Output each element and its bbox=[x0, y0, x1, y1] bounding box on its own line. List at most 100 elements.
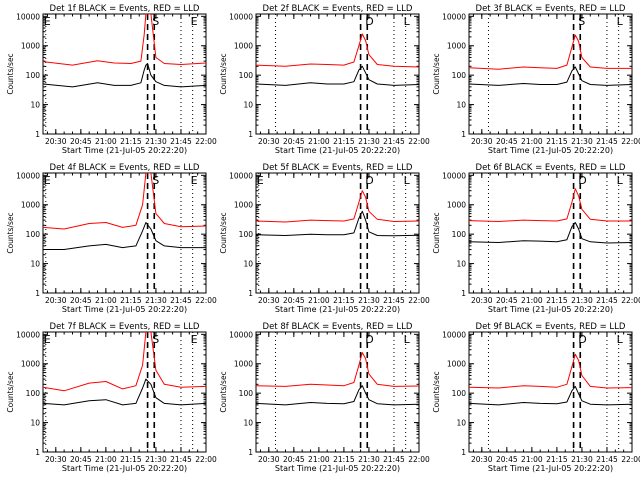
x-tick-label: 21:45 bbox=[170, 137, 192, 146]
x-tick-label: 21:15 bbox=[546, 296, 568, 305]
lld-series-line bbox=[43, 332, 206, 392]
y-tick-label: 10000 bbox=[229, 171, 253, 180]
x-tick-label: 20:30 bbox=[471, 455, 493, 464]
x-tick-label: 20:45 bbox=[283, 455, 305, 464]
marker-label: S bbox=[152, 174, 159, 187]
x-tick-label: 21:00 bbox=[521, 137, 543, 146]
y-tick-label: 1000 bbox=[21, 360, 40, 369]
x-axis-label: Start Time (21-Jul-05 20:22:20) bbox=[62, 146, 187, 155]
detector-panel-4: Det 4f BLACK = Events, RED = LLD Counts/s… bbox=[6, 163, 217, 314]
plot-frame bbox=[255, 172, 420, 294]
x-tick-label: 22:00 bbox=[408, 137, 430, 146]
x-tick-label: 21:30 bbox=[145, 296, 167, 305]
detector-panel-1: Det 1f BLACK = Events, RED = LLD Counts/s… bbox=[6, 4, 217, 155]
marker-label: E bbox=[257, 174, 264, 187]
events-series-line bbox=[469, 385, 632, 406]
y-tick-label: 1 bbox=[248, 448, 253, 457]
y-tick-label: 1000 bbox=[447, 360, 466, 369]
y-axis-label: Counts/sec bbox=[6, 212, 15, 253]
x-tick-label: 21:00 bbox=[95, 455, 117, 464]
x-axis-label: Start Time (21-Jul-05 20:22:20) bbox=[275, 146, 400, 155]
x-tick-label: 21:00 bbox=[521, 296, 543, 305]
detector-panel-9: Det 9f BLACK = Events, RED = LLD Counts/s… bbox=[432, 322, 640, 473]
x-tick-label: 20:45 bbox=[283, 296, 305, 305]
x-tick-label: 21:45 bbox=[596, 296, 618, 305]
x-tick-label: 21:30 bbox=[145, 137, 167, 146]
marker-label: D bbox=[578, 174, 586, 187]
y-axis-label: Counts/sec bbox=[219, 371, 228, 412]
x-tick-label: 21:30 bbox=[145, 455, 167, 464]
y-tick-label: 100 bbox=[239, 71, 254, 80]
y-tick-label: 1 bbox=[248, 289, 253, 298]
detector-panel-2: Det 2f BLACK = Events, RED = LLD Counts/s… bbox=[219, 4, 430, 155]
x-tick-label: 21:15 bbox=[546, 455, 568, 464]
x-tick-label: 21:30 bbox=[571, 455, 593, 464]
y-tick-label: 10 bbox=[456, 419, 466, 428]
events-series-line bbox=[43, 63, 206, 88]
marker-label: L bbox=[404, 333, 411, 346]
x-axis-label: Start Time (21-Jul-05 20:22:20) bbox=[488, 146, 613, 155]
y-tick-label: 100 bbox=[452, 71, 467, 80]
x-tick-label: 21:45 bbox=[170, 296, 192, 305]
x-tick-label: 20:45 bbox=[70, 137, 92, 146]
x-tick-label: 21:00 bbox=[95, 137, 117, 146]
y-tick-label: 100 bbox=[452, 389, 467, 398]
x-tick-label: 21:00 bbox=[308, 455, 330, 464]
plot-title: Det 3f BLACK = Events, RED = LLD bbox=[476, 4, 626, 14]
x-tick-label: 21:30 bbox=[358, 455, 380, 464]
x-tick-label: 21:30 bbox=[358, 137, 380, 146]
x-tick-label: 20:45 bbox=[70, 296, 92, 305]
x-tick-label: 20:45 bbox=[283, 137, 305, 146]
x-tick-label: 21:15 bbox=[546, 137, 568, 146]
lld-series-line bbox=[256, 352, 419, 387]
marker-label: E bbox=[44, 333, 51, 346]
y-axis-label: Counts/sec bbox=[432, 371, 441, 412]
x-tick-label: 21:00 bbox=[95, 296, 117, 305]
events-series-line bbox=[256, 210, 419, 237]
y-axis-label: Counts/sec bbox=[6, 371, 15, 412]
y-tick-label: 10000 bbox=[442, 330, 466, 339]
x-axis-label: Start Time (21-Jul-05 20:22:20) bbox=[275, 305, 400, 314]
plot-frame bbox=[255, 331, 420, 453]
y-tick-label: 10000 bbox=[16, 171, 40, 180]
y-axis-label: Counts/sec bbox=[219, 53, 228, 94]
y-tick-label: 10 bbox=[30, 419, 40, 428]
y-tick-label: 1 bbox=[35, 130, 40, 139]
y-axis-label: Counts/sec bbox=[432, 53, 441, 94]
x-tick-label: 21:45 bbox=[383, 455, 405, 464]
marker-label: L bbox=[404, 174, 411, 187]
plot-title: Det 1f BLACK = Events, RED = LLD bbox=[50, 4, 200, 14]
y-axis-label: Counts/sec bbox=[219, 212, 228, 253]
marker-label: E bbox=[44, 174, 51, 187]
x-tick-label: 21:15 bbox=[120, 137, 142, 146]
x-tick-label: 20:30 bbox=[45, 455, 67, 464]
x-tick-label: 21:15 bbox=[333, 296, 355, 305]
y-tick-label: 10000 bbox=[442, 171, 466, 180]
y-tick-label: 1000 bbox=[21, 201, 40, 210]
y-tick-label: 100 bbox=[26, 71, 41, 80]
x-tick-label: 22:00 bbox=[195, 137, 217, 146]
x-tick-label: 21:45 bbox=[170, 455, 192, 464]
plot-frame bbox=[468, 172, 633, 294]
y-tick-label: 1000 bbox=[234, 201, 253, 210]
y-axis-label: Counts/sec bbox=[432, 212, 441, 253]
lld-series-line bbox=[469, 188, 632, 222]
marker-label: L bbox=[617, 15, 624, 28]
y-tick-label: 1 bbox=[248, 130, 253, 139]
y-tick-label: 1 bbox=[461, 448, 466, 457]
events-series-line bbox=[469, 66, 632, 86]
x-tick-label: 21:00 bbox=[308, 137, 330, 146]
lld-series-line bbox=[43, 173, 206, 230]
x-tick-label: 22:00 bbox=[621, 137, 640, 146]
lld-series-line bbox=[43, 14, 206, 66]
x-tick-label: 21:15 bbox=[120, 455, 142, 464]
y-tick-label: 100 bbox=[26, 389, 41, 398]
detector-panel-7: Det 7f BLACK = Events, RED = LLD Counts/s… bbox=[6, 322, 217, 473]
lld-series-line bbox=[469, 34, 632, 70]
x-axis-label: Start Time (21-Jul-05 20:22:20) bbox=[488, 305, 613, 314]
x-tick-label: 21:30 bbox=[571, 296, 593, 305]
marker-label: D bbox=[365, 333, 373, 346]
x-tick-label: 20:30 bbox=[45, 137, 67, 146]
y-tick-label: 100 bbox=[26, 230, 41, 239]
